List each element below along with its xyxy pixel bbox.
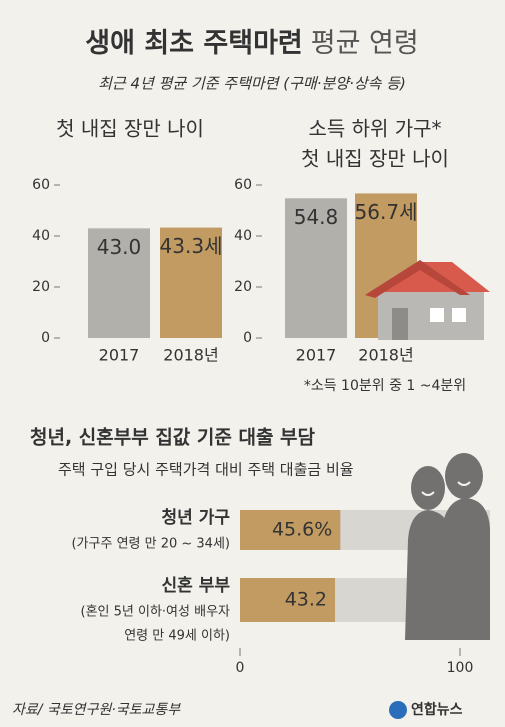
logo: 연합뉴스 <box>389 701 463 719</box>
chart-subtitle: 주택 구입 당시 주택가격 대비 주택 대출금 비율 <box>58 461 354 479</box>
y-tick-label: 0 <box>41 330 50 346</box>
bar <box>160 227 222 338</box>
house-illustration <box>365 260 490 340</box>
x-tick-label: 0 <box>236 660 245 676</box>
title-bold: 생애 최초 주택마련 <box>85 28 303 59</box>
footnote: *소득 10분위 중 1 ~4분위 <box>304 378 466 394</box>
logo-text: 연합뉴스 <box>411 701 463 718</box>
value-label: 43.0 <box>97 235 142 259</box>
value-label: 45.6% <box>272 519 332 541</box>
y-tick-label: 40 <box>32 228 50 244</box>
title-suffix: 평균 연령 <box>311 28 419 59</box>
category-label: 청년 가구 <box>162 507 231 528</box>
source: 자료/ 국토연구원·국토교통부 <box>12 702 181 718</box>
value-label: 54.8 <box>294 205 339 229</box>
x-tick-label: 100 <box>447 660 474 676</box>
category-note: (가구주 연령 만 20 ~ 34세) <box>71 537 230 552</box>
bar <box>240 510 341 550</box>
value-label: 43.3세 <box>160 234 223 258</box>
y-tick-label: 20 <box>32 279 50 295</box>
chart-title: 청년, 신혼부부 집값 기준 대출 부담 <box>30 426 316 449</box>
x-tick-label: 2018년 <box>163 346 218 365</box>
y-tick-label: 20 <box>234 279 252 295</box>
value-label: 56.7세 <box>355 200 418 224</box>
bar <box>285 198 347 338</box>
x-tick-label: 2017 <box>99 346 140 365</box>
bar <box>88 228 150 338</box>
y-tick-label: 0 <box>243 330 252 346</box>
y-tick-label: 60 <box>234 177 252 193</box>
chart-title: 첫 내집 장만 나이 <box>56 117 204 141</box>
subtitle: 최근 4년 평균 기준 주택마련 (구매·분양·상속 등) <box>98 75 406 93</box>
x-tick-label: 2018년 <box>358 346 413 365</box>
main-title: 생애 최초 주택마련 평균 연령 <box>85 28 418 59</box>
chart-title: 소득 하위 가구* <box>308 117 441 141</box>
value-label: 43.2 <box>285 589 327 611</box>
y-tick-label: 40 <box>234 228 252 244</box>
chart-title: 첫 내집 장만 나이 <box>301 147 449 171</box>
logo-mark <box>389 701 407 719</box>
charts: 첫 내집 장만 나이 0 20 40 60 43.0 2017 43.3세 2018년 소득 하위… <box>30 117 490 676</box>
y-tick-label: 60 <box>32 177 50 193</box>
category-note: (혼인 5년 이하·여성 배우자 <box>81 605 231 620</box>
people-illustration <box>405 453 490 640</box>
bar <box>240 578 336 622</box>
x-tick-label: 2017 <box>296 346 337 365</box>
category-label: 신혼 부부 <box>162 575 231 596</box>
category-note: 연령 만 49세 이하) <box>124 629 230 644</box>
